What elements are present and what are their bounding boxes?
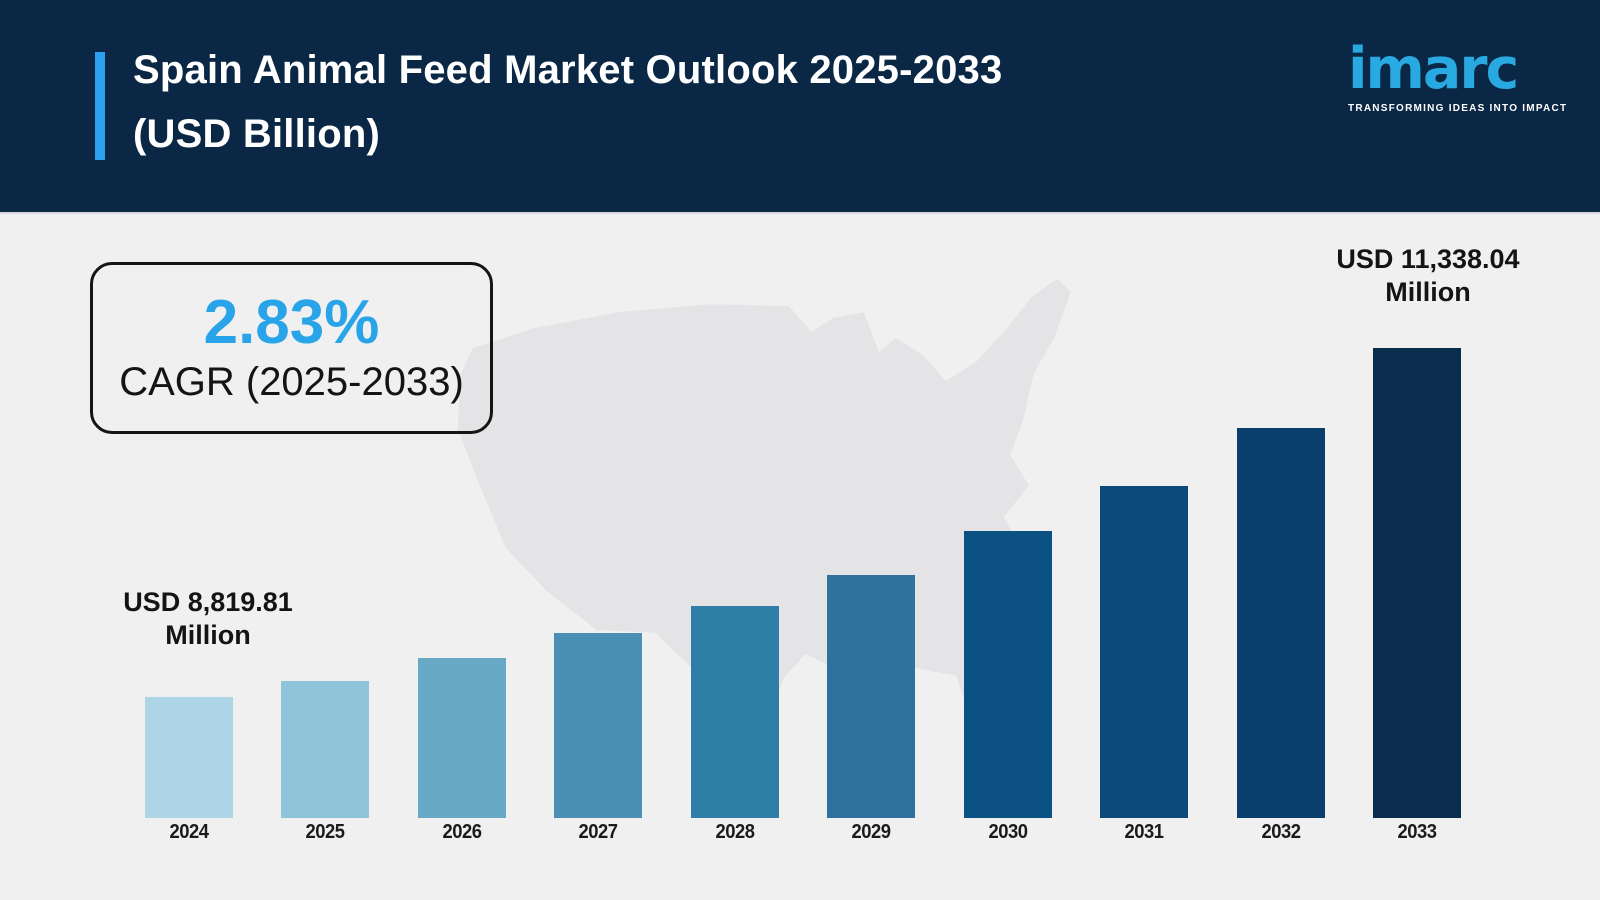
- last-bar-value-line1: USD 11,338.04: [1336, 244, 1520, 274]
- year-label-2030: 2030: [988, 821, 1028, 843]
- bar-2032: [1237, 428, 1325, 818]
- title-accent-bar: [95, 52, 105, 160]
- bar-2026: [418, 658, 506, 818]
- imarc-logo: imarc TRANSFORMING IDEAS INTO IMPACT: [1348, 36, 1568, 114]
- cagr-box: 2.83% CAGR (2025-2033): [90, 262, 493, 434]
- last-bar-value-line2: Million: [1385, 277, 1471, 307]
- bar-2030: [964, 531, 1052, 818]
- page-title-line2: (USD Billion): [133, 112, 381, 156]
- imarc-logo-text: imarc: [1348, 36, 1519, 102]
- bar-2029: [827, 575, 915, 818]
- chart-area: 2.83% CAGR (2025-2033) USD 8,819.81 Mill…: [0, 214, 1600, 900]
- last-bar-value-label: USD 11,338.04 Million: [1303, 243, 1553, 309]
- bar-2027: [554, 633, 642, 818]
- header: Spain Animal Feed Market Outlook 2025-20…: [0, 0, 1600, 214]
- year-label-2027: 2027: [578, 821, 618, 843]
- usa-map-silhouette: [457, 278, 1071, 764]
- bar-2033: [1373, 348, 1461, 818]
- page-title-line1: Spain Animal Feed Market Outlook 2025-20…: [133, 48, 1003, 92]
- bar-2024: [145, 697, 233, 818]
- year-label-2026: 2026: [442, 821, 482, 843]
- page-title: Spain Animal Feed Market Outlook 2025-20…: [133, 38, 1283, 166]
- first-bar-value-line2: Million: [165, 620, 251, 650]
- year-label-2031: 2031: [1124, 821, 1164, 843]
- first-bar-value-line1: USD 8,819.81: [123, 587, 293, 617]
- cagr-value: 2.83%: [203, 288, 380, 357]
- bar-2031: [1100, 486, 1188, 818]
- bar-2025: [281, 681, 369, 818]
- year-label-2032: 2032: [1261, 821, 1301, 843]
- imarc-logo-tagline: TRANSFORMING IDEAS INTO IMPACT: [1348, 103, 1568, 114]
- year-label-2029: 2029: [851, 821, 891, 843]
- cagr-label: CAGR (2025-2033): [119, 360, 464, 404]
- year-label-2024: 2024: [169, 821, 209, 843]
- bar-chart: 2024 2025 2026 2027 2028 2029 2030 2031 2032 2033: [0, 214, 1600, 900]
- first-bar-value-label: USD 8,819.81 Million: [83, 586, 333, 652]
- year-label-2025: 2025: [305, 821, 345, 843]
- year-label-2033: 2033: [1397, 821, 1437, 843]
- bar-2028: [691, 606, 779, 818]
- year-label-2028: 2028: [715, 821, 755, 843]
